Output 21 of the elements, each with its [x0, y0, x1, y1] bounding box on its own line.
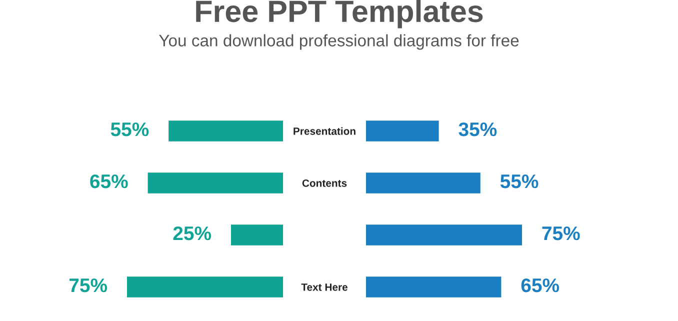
- bar: [366, 172, 480, 194]
- data-label: 55%: [110, 122, 149, 136]
- bar: [366, 276, 502, 298]
- text: You can download professional diagrams for free: [159, 34, 519, 50]
- data-label: 65%: [90, 174, 128, 188]
- data-label: 35%: [458, 122, 497, 136]
- y-tick-label: Text Here: [301, 284, 348, 291]
- bar: [366, 120, 439, 142]
- data-label: 65%: [521, 278, 560, 292]
- data-label: 25%: [173, 226, 212, 240]
- data-label: 75%: [542, 226, 580, 240]
- y-tick-label: Presentation: [294, 127, 356, 135]
- chart-title: Free PPT Templates: [196, 0, 483, 28]
- bar: [127, 276, 283, 298]
- data-label: 55%: [500, 174, 538, 188]
- bar: [366, 224, 522, 246]
- bar: [148, 172, 283, 194]
- data-label: 75%: [69, 278, 108, 292]
- bar: [168, 120, 283, 142]
- bar: [231, 224, 283, 246]
- y-tick-label: Contents: [302, 180, 347, 187]
